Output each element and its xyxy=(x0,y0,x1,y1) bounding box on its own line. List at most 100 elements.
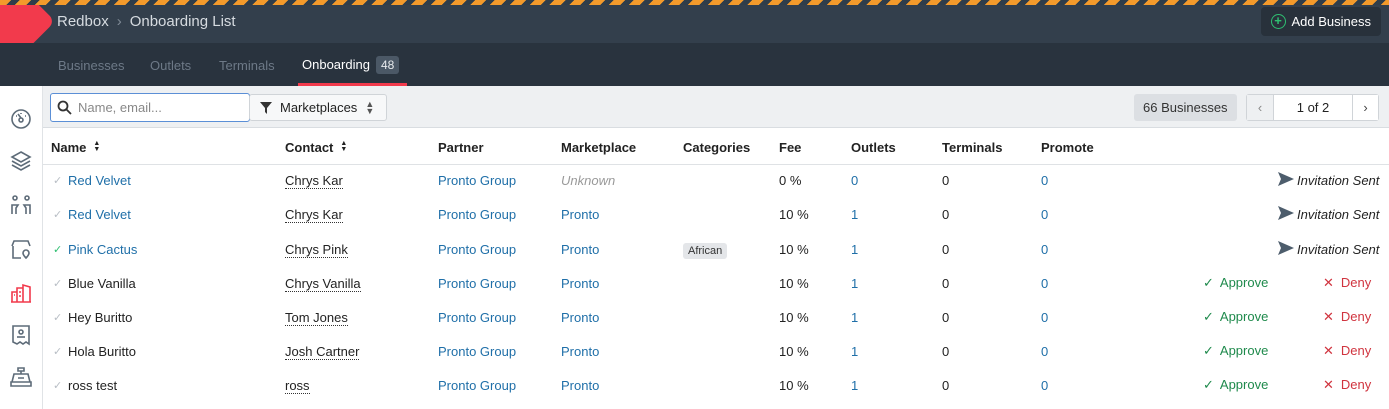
search-box xyxy=(50,93,250,122)
buildings-icon[interactable] xyxy=(10,282,32,304)
search-input[interactable] xyxy=(78,100,238,115)
marketplace[interactable]: Pronto xyxy=(561,207,600,222)
fee: 10 % xyxy=(779,344,809,359)
sort-updown-icon: ▲ ▼ xyxy=(365,98,375,116)
promote-link[interactable]: 0 xyxy=(1041,207,1049,222)
send-icon xyxy=(1278,172,1294,189)
contact-name[interactable]: Josh Cartner xyxy=(285,344,360,360)
business-count: 66 Businesses xyxy=(1134,94,1237,121)
receipt-icon[interactable] xyxy=(10,324,32,346)
users-icon[interactable] xyxy=(10,194,32,216)
outlets-link[interactable]: 0 xyxy=(851,173,859,188)
check-icon[interactable]: ✓ xyxy=(53,312,63,324)
marketplace[interactable]: Pronto xyxy=(561,378,600,393)
tab-outlets[interactable]: Outlets xyxy=(150,58,192,73)
deny-button[interactable]: ✕ Deny xyxy=(1323,309,1371,325)
add-business-label: Add Business xyxy=(1291,14,1372,29)
check-icon: ✓ xyxy=(1203,309,1214,324)
tab-terminals[interactable]: Terminals xyxy=(219,58,275,73)
marketplace[interactable]: Pronto xyxy=(561,310,600,325)
marketplace[interactable]: Pronto xyxy=(561,242,600,257)
approve-button[interactable]: ✓ Approve xyxy=(1203,309,1268,325)
deny-button[interactable]: ✕ Deny xyxy=(1323,377,1371,393)
column-label: Promote xyxy=(1041,140,1094,155)
dashboard-icon[interactable] xyxy=(10,108,32,130)
partner-link[interactable]: Pronto Group xyxy=(438,276,517,291)
promote-link[interactable]: 0 xyxy=(1041,310,1049,325)
prev-page-button[interactable]: ‹ xyxy=(1247,95,1273,120)
check-icon[interactable]: ✓ xyxy=(53,175,63,187)
check-icon[interactable]: ✓ xyxy=(53,278,63,290)
outlets-link[interactable]: 1 xyxy=(851,378,859,393)
close-icon: ✕ xyxy=(1323,275,1334,290)
approve-button[interactable]: ✓ Approve xyxy=(1203,343,1268,359)
partner-link[interactable]: Pronto Group xyxy=(438,378,517,393)
business-name[interactable]: Red Velvet xyxy=(68,173,131,188)
check-icon[interactable]: ✓ xyxy=(53,380,63,392)
approve-label: Approve xyxy=(1219,275,1269,290)
add-business-button[interactable]: + Add Business xyxy=(1260,7,1381,36)
column-label: Partner xyxy=(438,140,484,155)
promote-link[interactable]: 0 xyxy=(1041,242,1049,257)
outlets-link[interactable]: 1 xyxy=(851,242,859,257)
fee: 10 % xyxy=(779,378,809,393)
promote-link[interactable]: 0 xyxy=(1041,276,1049,291)
check-icon[interactable]: ✓ xyxy=(53,346,63,358)
breadcrumb: Redbox › Onboarding List xyxy=(57,13,236,30)
sort-icon[interactable]: ▲ ▼ xyxy=(93,140,101,153)
approve-button[interactable]: ✓ Approve xyxy=(1203,275,1268,291)
next-page-button[interactable]: › xyxy=(1352,95,1378,120)
invitation-status: Invitation Sent xyxy=(1297,207,1380,222)
business-name: Blue Vanilla xyxy=(68,276,136,291)
partner-link[interactable]: Pronto Group xyxy=(438,173,517,188)
cash-register-icon[interactable] xyxy=(10,366,32,388)
check-icon: ✓ xyxy=(1203,377,1214,392)
outlets-link[interactable]: 1 xyxy=(851,310,859,325)
breadcrumb-root[interactable]: Redbox xyxy=(57,13,109,30)
deny-button[interactable]: ✕ Deny xyxy=(1323,343,1371,359)
partner-link[interactable]: Pronto Group xyxy=(438,344,517,359)
partner-link[interactable]: Pronto Group xyxy=(438,310,517,325)
pagination: ‹ 1 of 2 › xyxy=(1246,94,1379,121)
promote-link[interactable]: 0 xyxy=(1041,173,1049,188)
layers-icon[interactable] xyxy=(10,150,32,172)
store-location-icon[interactable] xyxy=(10,238,32,260)
marketplace[interactable]: Pronto xyxy=(561,276,600,291)
business-name[interactable]: Pink Cactus xyxy=(68,242,138,257)
onboarding-count-badge: 48 xyxy=(375,56,400,74)
contact-name[interactable]: Chrys Vanilla xyxy=(285,276,361,292)
promote-link[interactable]: 0 xyxy=(1041,378,1049,393)
deny-button[interactable]: ✕ Deny xyxy=(1323,275,1371,291)
contact-name[interactable]: Chrys Kar xyxy=(285,207,343,223)
tab-onboarding[interactable]: Onboarding 48 xyxy=(302,56,400,74)
column-header-name[interactable]: Name ▲ ▼ xyxy=(51,140,100,155)
filter-label: Marketplaces xyxy=(280,100,358,115)
outlets-link[interactable]: 1 xyxy=(851,207,859,222)
deny-label: Deny xyxy=(1340,275,1372,290)
contact-name[interactable]: ross xyxy=(285,378,310,394)
contact-name[interactable]: Chrys Kar xyxy=(285,173,343,189)
sidebar xyxy=(0,86,43,409)
toolbar: Marketplaces ▲▼ 66 Businesses ‹ 1 of 2 › xyxy=(43,86,1389,128)
marketplace: Unknown xyxy=(561,173,616,188)
approve-label: Approve xyxy=(1219,309,1269,324)
business-name[interactable]: Red Velvet xyxy=(68,207,131,222)
plus-circle-icon: + xyxy=(1270,14,1286,29)
check-icon[interactable]: ✓ xyxy=(53,244,63,256)
sort-icon[interactable]: ▲ ▼ xyxy=(340,140,348,153)
partner-link[interactable]: Pronto Group xyxy=(438,242,517,257)
check-icon[interactable]: ✓ xyxy=(53,209,63,221)
contact-name[interactable]: Chrys Pink xyxy=(285,242,348,258)
outlets-link[interactable]: 1 xyxy=(851,276,859,291)
terminals-count: 0 xyxy=(942,344,950,359)
top-header: Redbox › Onboarding List + Add Business xyxy=(0,0,1389,73)
marketplace[interactable]: Pronto xyxy=(561,344,600,359)
outlets-link[interactable]: 1 xyxy=(851,344,859,359)
marketplaces-filter[interactable]: Marketplaces ▲ ▼ xyxy=(249,94,387,121)
approve-button[interactable]: ✓ Approve xyxy=(1203,377,1268,393)
partner-link[interactable]: Pronto Group xyxy=(438,207,517,222)
tab-businesses[interactable]: Businesses xyxy=(58,58,125,73)
column-header-contact[interactable]: Contact ▲ ▼ xyxy=(285,140,347,155)
contact-name[interactable]: Tom Jones xyxy=(285,310,348,326)
promote-link[interactable]: 0 xyxy=(1041,344,1049,359)
